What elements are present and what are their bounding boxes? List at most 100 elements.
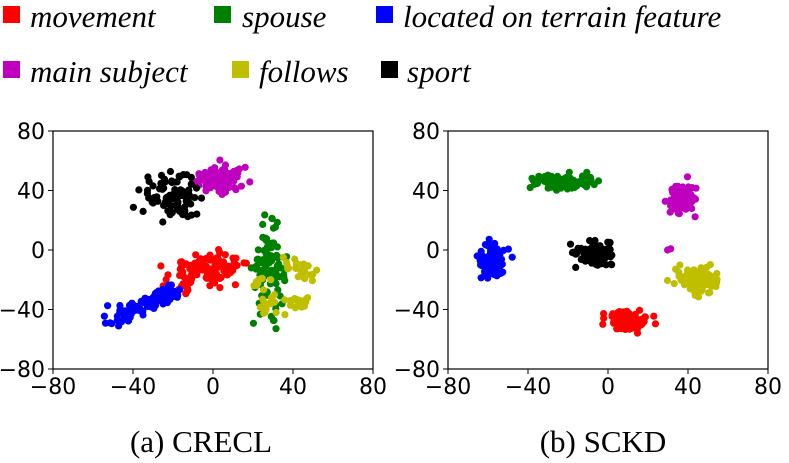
point-main-subject: [207, 177, 215, 185]
point-sport: [593, 248, 601, 257]
point-movement: [211, 279, 219, 287]
point-main-subject: [216, 156, 224, 164]
point-movement: [600, 314, 608, 322]
y-tick-label: −80: [394, 358, 440, 383]
point-spouse: [259, 220, 267, 228]
legend-label-located-on-terrain-feature: located on terrain feature: [403, 0, 722, 34]
point-sport: [594, 261, 602, 269]
point-movement: [232, 254, 240, 262]
point-located-on-terrain-feature: [166, 288, 174, 296]
legend-label-sport: sport: [407, 54, 472, 89]
point-main-subject: [213, 183, 221, 191]
point-follows: [702, 278, 710, 286]
point-movement: [214, 256, 222, 264]
point-sport: [150, 194, 158, 202]
point-follows: [261, 308, 269, 316]
point-sport: [173, 205, 181, 213]
points-crecl: [100, 156, 321, 333]
point-sport: [135, 186, 143, 194]
point-movement: [204, 273, 212, 281]
point-follows: [297, 270, 305, 278]
point-follows: [258, 275, 266, 283]
point-main-subject: [666, 208, 674, 216]
point-located-on-terrain-feature: [165, 281, 173, 289]
point-located-on-terrain-feature: [489, 243, 497, 251]
point-follows: [259, 286, 268, 294]
panel-sckd: −80 −40 0 40 80 80 40 0 −40 −80: [394, 120, 782, 400]
legend-swatch-follows: [232, 61, 249, 78]
point-spouse: [583, 168, 591, 176]
legend-swatch-located-on-terrain-feature: [376, 6, 393, 23]
point-main-subject: [684, 194, 692, 202]
y-tick-label: 80: [412, 120, 440, 145]
x-tick-label: −80: [30, 375, 76, 400]
point-sport: [187, 180, 195, 188]
point-follows: [670, 280, 678, 288]
point-movement: [202, 262, 210, 270]
point-spouse: [269, 240, 277, 248]
y-tick-label: 40: [412, 180, 440, 205]
point-follows: [272, 308, 280, 317]
point-follows: [253, 281, 261, 289]
x-tick-label: −40: [110, 375, 156, 400]
point-follows: [663, 276, 672, 285]
point-sport: [602, 261, 610, 269]
point-sport: [185, 187, 193, 195]
point-sport: [159, 218, 167, 226]
x-tick-label: 80: [754, 375, 782, 400]
point-movement: [633, 320, 641, 328]
point-follows: [706, 261, 714, 269]
y-tick-label: −40: [0, 299, 45, 324]
point-spouse: [267, 266, 276, 274]
point-main-subject: [683, 173, 692, 181]
point-sport: [605, 239, 614, 248]
point-movement: [195, 262, 203, 270]
point-follows: [267, 276, 275, 284]
point-sport: [197, 194, 206, 202]
point-located-on-terrain-feature: [508, 253, 516, 261]
point-follows: [696, 276, 704, 284]
point-main-subject: [677, 204, 685, 212]
x-tick-label: 0: [206, 375, 220, 400]
legend-swatch-sport: [381, 61, 398, 78]
legend-swatch-main-subject: [3, 61, 20, 78]
point-spouse: [269, 224, 278, 232]
point-spouse: [263, 243, 271, 251]
point-main-subject: [670, 193, 679, 201]
point-main-subject: [199, 171, 207, 179]
point-spouse: [254, 246, 262, 254]
point-movement: [636, 306, 644, 314]
point-main-subject: [218, 190, 226, 198]
point-follows: [300, 297, 308, 305]
point-follows: [693, 288, 702, 297]
x-tick-label: 40: [279, 375, 307, 400]
point-sport: [166, 167, 175, 176]
point-located-on-terrain-feature: [123, 308, 131, 316]
point-follows: [706, 288, 714, 296]
point-spouse: [261, 211, 269, 219]
point-sport: [582, 249, 590, 257]
point-follows: [298, 303, 306, 311]
point-movement: [216, 249, 224, 257]
panel-crecl: −80 −40 0 40 80 80 40 0 −40 −80: [0, 120, 387, 400]
point-follows: [306, 271, 314, 279]
point-sport: [608, 251, 616, 259]
point-main-subject: [231, 184, 239, 192]
point-located-on-terrain-feature: [149, 296, 157, 304]
point-located-on-terrain-feature: [176, 286, 184, 294]
point-located-on-terrain-feature: [106, 319, 114, 327]
point-main-subject: [241, 163, 249, 171]
point-sport: [160, 175, 168, 183]
point-main-subject: [237, 182, 245, 190]
point-follows: [691, 272, 699, 280]
point-located-on-terrain-feature: [152, 290, 160, 299]
point-follows: [270, 298, 279, 306]
caption-sckd: (b) SCKD: [540, 424, 667, 459]
point-follows: [270, 291, 279, 299]
point-spouse: [261, 235, 269, 243]
point-movement: [157, 262, 165, 270]
point-follows: [308, 277, 316, 285]
y-tick-label: 0: [31, 239, 45, 264]
point-spouse: [249, 319, 257, 327]
